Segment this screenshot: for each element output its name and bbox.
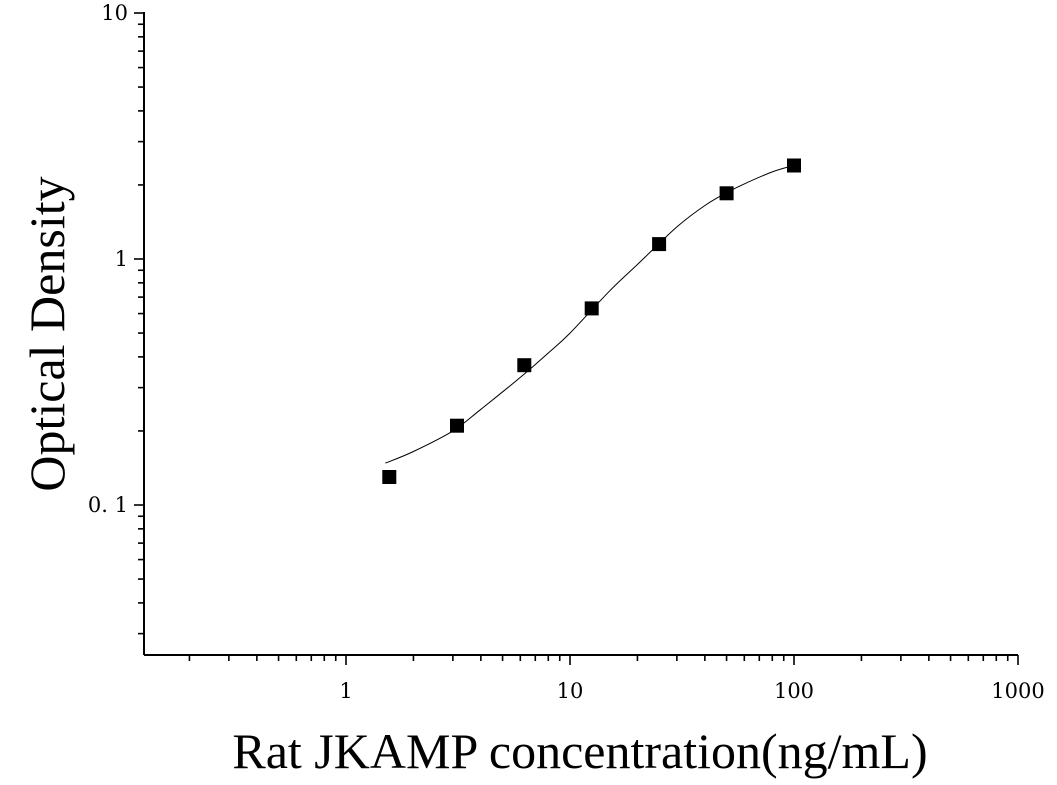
y-tick-label: 0. 1 xyxy=(88,493,128,517)
data-point xyxy=(719,186,734,201)
x-tick-label: 1 xyxy=(339,679,352,703)
x-axis-title: Rat JKAMP concentration(ng/mL) xyxy=(232,723,927,779)
ticks-layer xyxy=(134,12,1019,665)
data-point xyxy=(787,158,801,173)
x-tick-label: 10 xyxy=(557,679,584,703)
y-tick-label: 1 xyxy=(115,247,128,271)
tick-labels-layer: 1 10 100 1000 0. 1 1 10 xyxy=(88,1,1045,703)
data-points xyxy=(382,158,801,484)
x-tick-label: 100 xyxy=(774,679,814,703)
data-point xyxy=(450,418,464,433)
data-point xyxy=(517,358,532,373)
y-axis-title: Optical Density xyxy=(19,176,75,491)
y-tick-label: 10 xyxy=(101,1,128,25)
data-point xyxy=(584,301,599,316)
data-point xyxy=(652,237,667,252)
x-tick-label: 1000 xyxy=(991,679,1044,703)
data-point xyxy=(382,470,397,484)
